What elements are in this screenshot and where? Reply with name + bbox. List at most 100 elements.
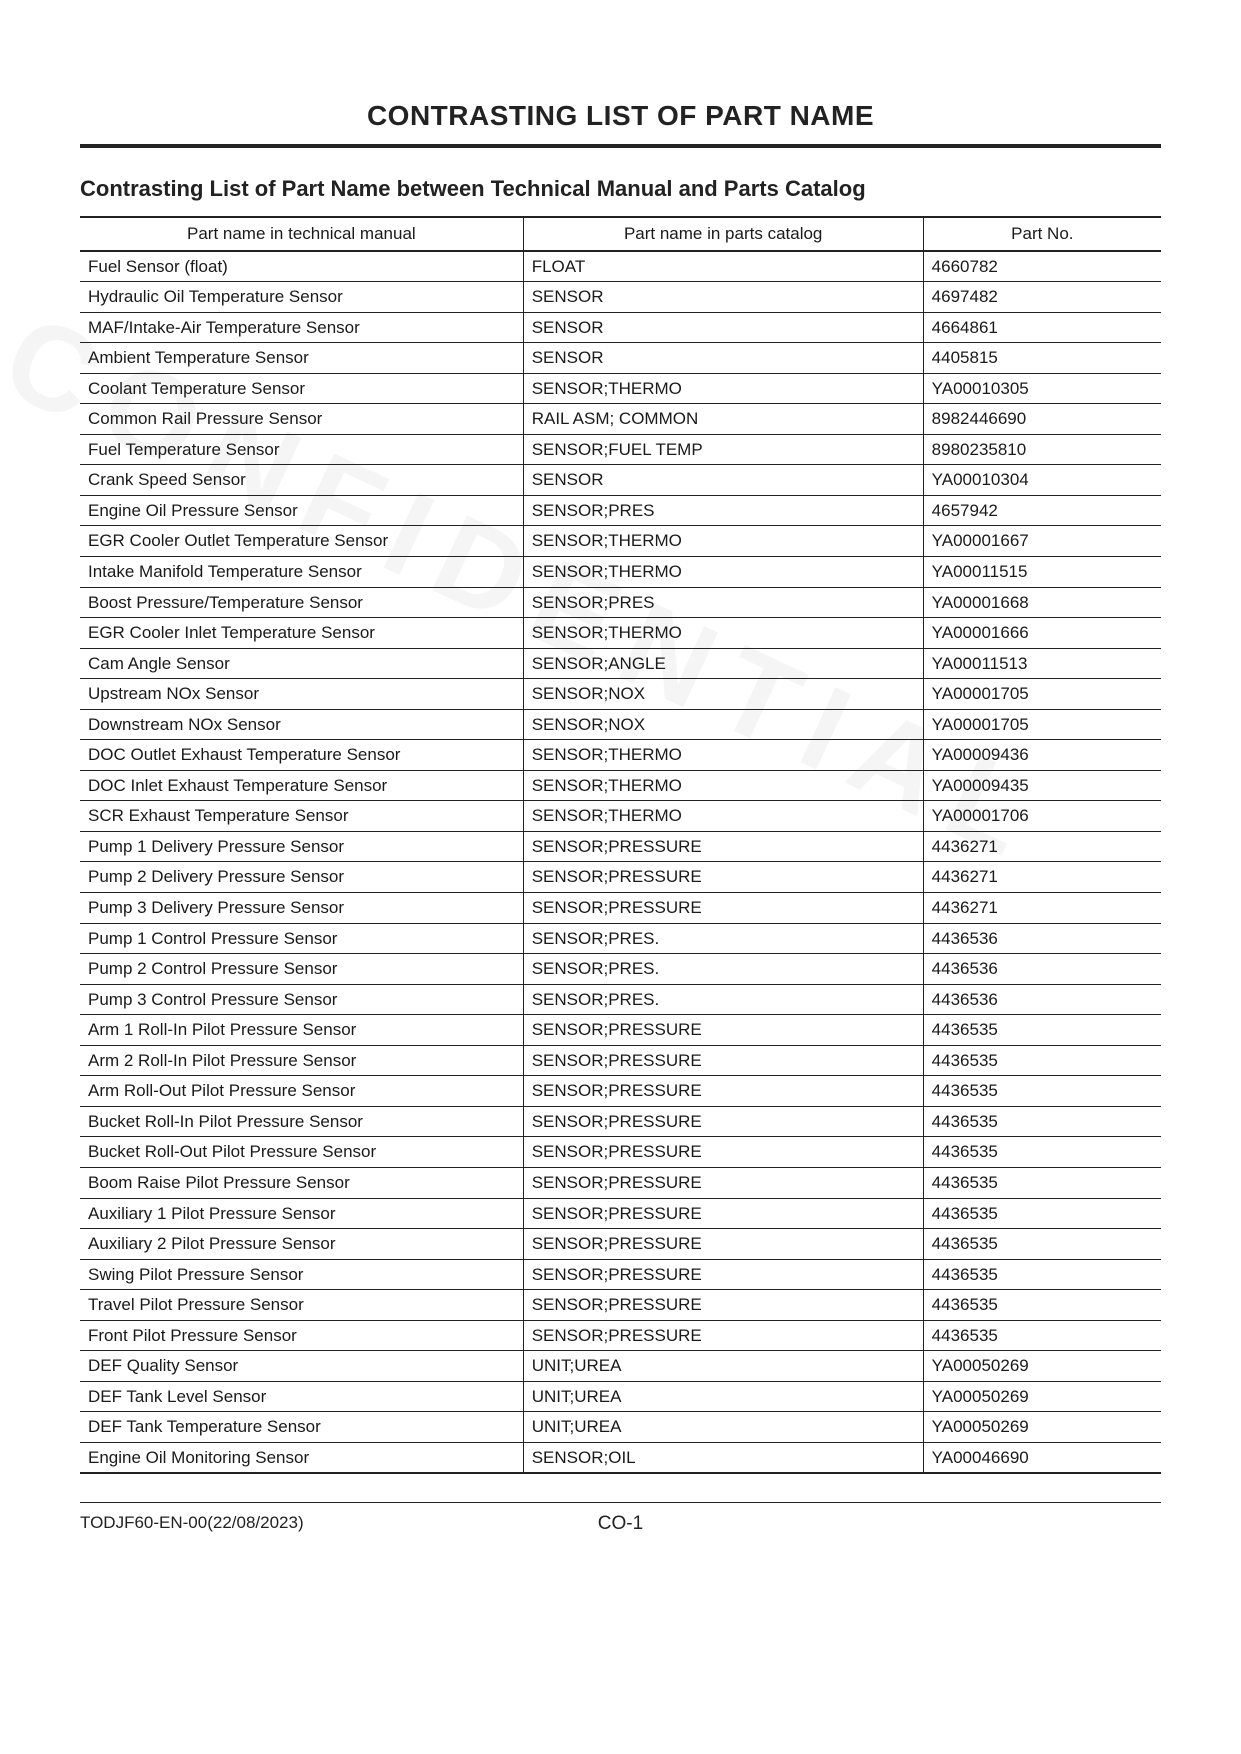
table-row: Bucket Roll-In Pilot Pressure SensorSENS… <box>80 1106 1161 1137</box>
cell-technical-manual-name: Common Rail Pressure Sensor <box>80 404 523 435</box>
page-footer: TODJF60-EN-00(22/08/2023) CO-1 <box>80 1513 1161 1535</box>
cell-part-number: YA00010305 <box>923 373 1161 404</box>
cell-parts-catalog-name: FLOAT <box>523 251 923 282</box>
cell-parts-catalog-name: SENSOR;PRESSURE <box>523 1137 923 1168</box>
cell-parts-catalog-name: SENSOR;PRESSURE <box>523 893 923 924</box>
cell-technical-manual-name: DEF Tank Temperature Sensor <box>80 1412 523 1443</box>
cell-part-number: YA00001666 <box>923 618 1161 649</box>
table-row: Engine Oil Monitoring SensorSENSOR;OILYA… <box>80 1442 1161 1473</box>
cell-parts-catalog-name: UNIT;UREA <box>523 1412 923 1443</box>
cell-technical-manual-name: MAF/Intake-Air Temperature Sensor <box>80 312 523 343</box>
cell-technical-manual-name: DOC Outlet Exhaust Temperature Sensor <box>80 740 523 771</box>
cell-parts-catalog-name: SENSOR;PRESSURE <box>523 1198 923 1229</box>
cell-part-number: YA00001668 <box>923 587 1161 618</box>
title-divider <box>80 144 1161 148</box>
cell-part-number: YA00046690 <box>923 1442 1161 1473</box>
table-row: Boom Raise Pilot Pressure SensorSENSOR;P… <box>80 1167 1161 1198</box>
table-row: Ambient Temperature SensorSENSOR4405815 <box>80 343 1161 374</box>
cell-technical-manual-name: Ambient Temperature Sensor <box>80 343 523 374</box>
cell-technical-manual-name: Upstream NOx Sensor <box>80 679 523 710</box>
cell-technical-manual-name: Bucket Roll-In Pilot Pressure Sensor <box>80 1106 523 1137</box>
cell-parts-catalog-name: SENSOR;NOX <box>523 709 923 740</box>
cell-technical-manual-name: Pump 1 Control Pressure Sensor <box>80 923 523 954</box>
footer-spacer <box>801 1513 1161 1535</box>
table-row: SCR Exhaust Temperature SensorSENSOR;THE… <box>80 801 1161 832</box>
cell-technical-manual-name: Arm 2 Roll-In Pilot Pressure Sensor <box>80 1045 523 1076</box>
cell-technical-manual-name: Engine Oil Pressure Sensor <box>80 495 523 526</box>
cell-technical-manual-name: Pump 2 Delivery Pressure Sensor <box>80 862 523 893</box>
table-row: Arm 1 Roll-In Pilot Pressure SensorSENSO… <box>80 1015 1161 1046</box>
table-row: Pump 1 Delivery Pressure SensorSENSOR;PR… <box>80 831 1161 862</box>
column-header-parts-catalog: Part name in parts catalog <box>523 217 923 251</box>
cell-parts-catalog-name: RAIL ASM; COMMON <box>523 404 923 435</box>
cell-technical-manual-name: Engine Oil Monitoring Sensor <box>80 1442 523 1473</box>
cell-technical-manual-name: DEF Quality Sensor <box>80 1351 523 1382</box>
cell-part-number: 4436535 <box>923 1198 1161 1229</box>
cell-part-number: 4436271 <box>923 862 1161 893</box>
cell-parts-catalog-name: SENSOR;PRES. <box>523 923 923 954</box>
cell-part-number: YA00011513 <box>923 648 1161 679</box>
table-row: DEF Quality SensorUNIT;UREAYA00050269 <box>80 1351 1161 1382</box>
cell-parts-catalog-name: SENSOR;PRESSURE <box>523 831 923 862</box>
cell-parts-catalog-name: SENSOR;PRES <box>523 587 923 618</box>
table-row: Hydraulic Oil Temperature SensorSENSOR46… <box>80 282 1161 313</box>
section-subtitle: Contrasting List of Part Name between Te… <box>80 176 1161 202</box>
cell-part-number: 8982446690 <box>923 404 1161 435</box>
table-row: Arm 2 Roll-In Pilot Pressure SensorSENSO… <box>80 1045 1161 1076</box>
cell-technical-manual-name: Fuel Temperature Sensor <box>80 434 523 465</box>
table-row: MAF/Intake-Air Temperature SensorSENSOR4… <box>80 312 1161 343</box>
table-row: DEF Tank Temperature SensorUNIT;UREAYA00… <box>80 1412 1161 1443</box>
table-row: Arm Roll-Out Pilot Pressure SensorSENSOR… <box>80 1076 1161 1107</box>
cell-part-number: 4436535 <box>923 1290 1161 1321</box>
cell-parts-catalog-name: SENSOR;PRES <box>523 495 923 526</box>
table-row: Pump 2 Control Pressure SensorSENSOR;PRE… <box>80 954 1161 985</box>
cell-parts-catalog-name: SENSOR <box>523 465 923 496</box>
cell-parts-catalog-name: SENSOR;THERMO <box>523 557 923 588</box>
table-row: Coolant Temperature SensorSENSOR;THERMOY… <box>80 373 1161 404</box>
table-row: Fuel Temperature SensorSENSOR;FUEL TEMP8… <box>80 434 1161 465</box>
cell-parts-catalog-name: SENSOR;PRESSURE <box>523 1045 923 1076</box>
cell-part-number: 4436535 <box>923 1045 1161 1076</box>
table-row: Pump 2 Delivery Pressure SensorSENSOR;PR… <box>80 862 1161 893</box>
cell-technical-manual-name: Bucket Roll-Out Pilot Pressure Sensor <box>80 1137 523 1168</box>
cell-parts-catalog-name: SENSOR;NOX <box>523 679 923 710</box>
cell-parts-catalog-name: SENSOR;THERMO <box>523 740 923 771</box>
cell-part-number: YA00001705 <box>923 709 1161 740</box>
cell-part-number: 4436271 <box>923 831 1161 862</box>
cell-parts-catalog-name: SENSOR;OIL <box>523 1442 923 1473</box>
cell-part-number: YA00010304 <box>923 465 1161 496</box>
cell-part-number: 4436535 <box>923 1015 1161 1046</box>
footer-page-number: CO-1 <box>440 1513 800 1535</box>
cell-parts-catalog-name: UNIT;UREA <box>523 1381 923 1412</box>
cell-technical-manual-name: Auxiliary 1 Pilot Pressure Sensor <box>80 1198 523 1229</box>
cell-parts-catalog-name: SENSOR <box>523 343 923 374</box>
table-row: Engine Oil Pressure SensorSENSOR;PRES465… <box>80 495 1161 526</box>
cell-technical-manual-name: Pump 3 Delivery Pressure Sensor <box>80 893 523 924</box>
cell-technical-manual-name: Coolant Temperature Sensor <box>80 373 523 404</box>
document-page: CONFIDENTIAL CONTRASTING LIST OF PART NA… <box>0 0 1241 1754</box>
cell-technical-manual-name: Intake Manifold Temperature Sensor <box>80 557 523 588</box>
cell-technical-manual-name: Cam Angle Sensor <box>80 648 523 679</box>
table-body: Fuel Sensor (float)FLOAT4660782Hydraulic… <box>80 251 1161 1474</box>
cell-parts-catalog-name: SENSOR;PRESSURE <box>523 1229 923 1260</box>
cell-technical-manual-name: DOC Inlet Exhaust Temperature Sensor <box>80 770 523 801</box>
cell-technical-manual-name: Hydraulic Oil Temperature Sensor <box>80 282 523 313</box>
cell-parts-catalog-name: SENSOR;FUEL TEMP <box>523 434 923 465</box>
cell-technical-manual-name: EGR Cooler Inlet Temperature Sensor <box>80 618 523 649</box>
table-row: Boost Pressure/Temperature SensorSENSOR;… <box>80 587 1161 618</box>
cell-technical-manual-name: Auxiliary 2 Pilot Pressure Sensor <box>80 1229 523 1260</box>
cell-technical-manual-name: Front Pilot Pressure Sensor <box>80 1320 523 1351</box>
cell-parts-catalog-name: SENSOR;PRESSURE <box>523 1167 923 1198</box>
cell-part-number: 4436535 <box>923 1320 1161 1351</box>
table-row: Pump 3 Delivery Pressure SensorSENSOR;PR… <box>80 893 1161 924</box>
table-row: EGR Cooler Outlet Temperature SensorSENS… <box>80 526 1161 557</box>
cell-part-number: YA00001706 <box>923 801 1161 832</box>
table-row: Bucket Roll-Out Pilot Pressure SensorSEN… <box>80 1137 1161 1168</box>
cell-technical-manual-name: DEF Tank Level Sensor <box>80 1381 523 1412</box>
table-row: Travel Pilot Pressure SensorSENSOR;PRESS… <box>80 1290 1161 1321</box>
cell-part-number: YA00001667 <box>923 526 1161 557</box>
cell-technical-manual-name: Arm Roll-Out Pilot Pressure Sensor <box>80 1076 523 1107</box>
cell-part-number: 4436535 <box>923 1229 1161 1260</box>
cell-parts-catalog-name: SENSOR;PRESSURE <box>523 1259 923 1290</box>
cell-part-number: 4436535 <box>923 1259 1161 1290</box>
